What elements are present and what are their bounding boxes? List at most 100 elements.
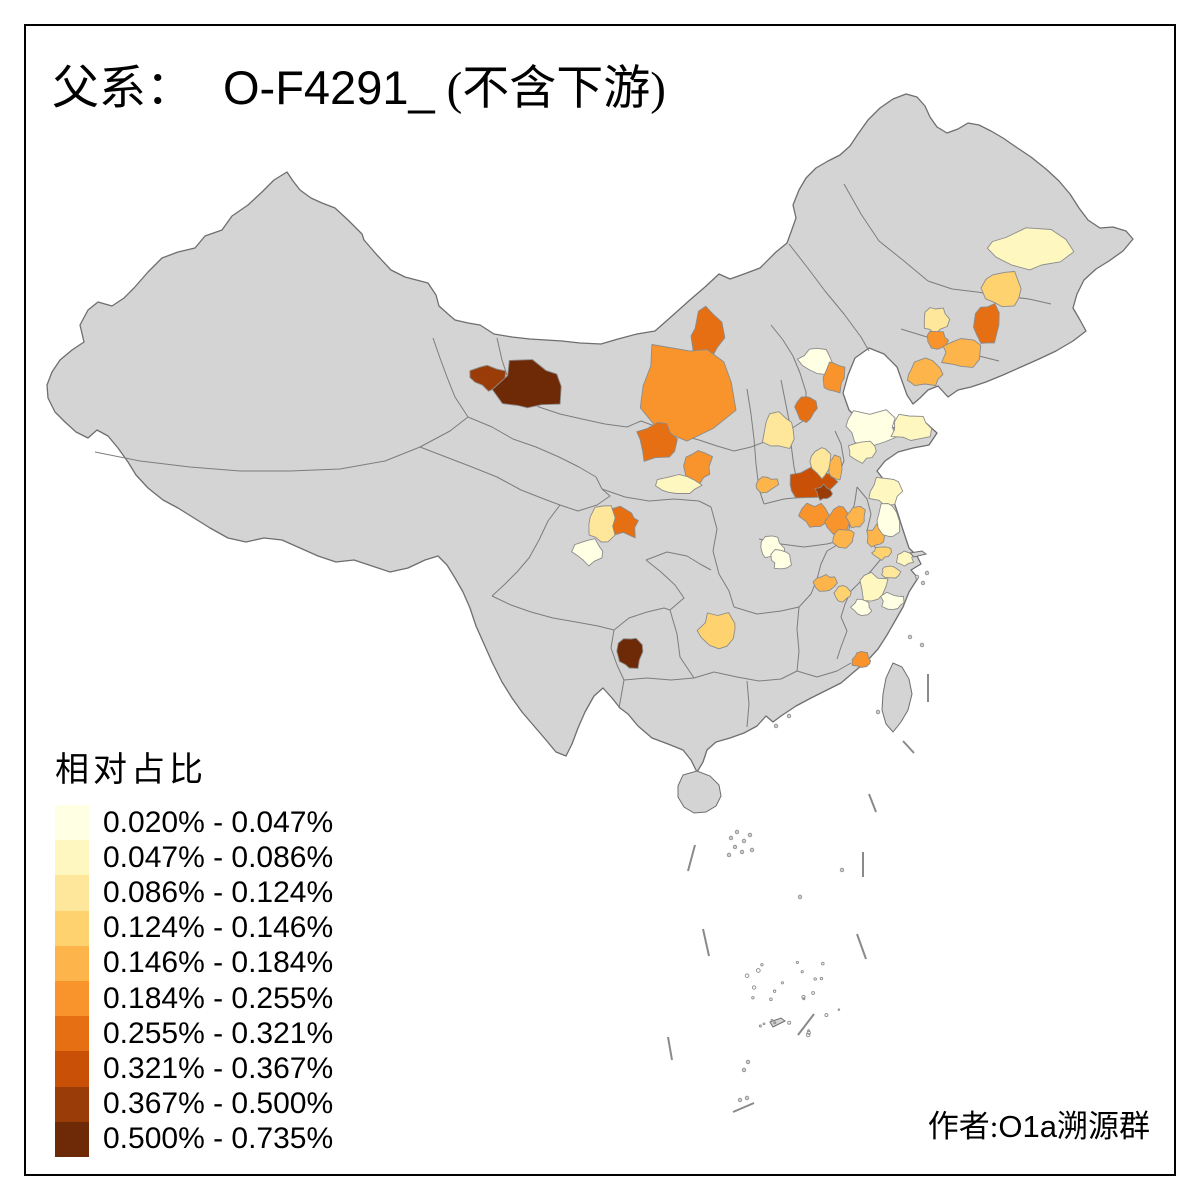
- islet: [919, 642, 925, 648]
- province-border: [798, 538, 848, 608]
- map-region: [833, 585, 852, 603]
- plot-title: 父系： O-F4291_ (不含下游): [52, 64, 666, 113]
- islet: [780, 981, 784, 985]
- legend: 相对占比 0.020% - 0.047% 0.047% - 0.086% 0.086…: [55, 742, 333, 1157]
- map-region: [871, 546, 893, 561]
- map-region: [907, 357, 944, 387]
- map-region: [986, 227, 1075, 271]
- legend-swatch: [55, 980, 89, 1017]
- legend-swatch: [55, 875, 89, 911]
- islet: [786, 713, 792, 719]
- nine-dash-segment: [868, 793, 877, 813]
- islet: [920, 580, 926, 586]
- legend-swatch: [55, 1016, 89, 1052]
- province-border: [491, 595, 615, 631]
- map-region: [881, 565, 902, 579]
- island-taiwan: [881, 662, 913, 733]
- islet: [732, 844, 738, 850]
- attribution-suffix: 溯源群: [1057, 1109, 1150, 1144]
- map-region: [491, 359, 562, 409]
- map-region: [876, 503, 901, 537]
- province-border: [645, 559, 685, 611]
- legend-swatch: [55, 805, 89, 841]
- nine-dash-segment: [687, 844, 696, 872]
- islet: [797, 894, 803, 900]
- legend-row: 0.500% - 0.735%: [55, 1121, 333, 1157]
- attribution-prefix: 作者:: [927, 1109, 999, 1144]
- map-region: [683, 450, 713, 485]
- legend-label: 0.124% - 0.146%: [103, 911, 334, 945]
- islet: [745, 1059, 751, 1065]
- map-region: [755, 476, 780, 494]
- islet: [795, 960, 799, 964]
- islet: [805, 1032, 811, 1038]
- map-region: [588, 505, 616, 543]
- legend-label: 0.020% - 0.047%: [103, 805, 334, 839]
- map-region: [973, 303, 1000, 344]
- islet: [787, 1020, 792, 1025]
- islet: [875, 709, 881, 715]
- islet: [744, 1095, 750, 1101]
- legend-rows: 0.020% - 0.047% 0.047% - 0.086% 0.086% - 0…: [55, 805, 333, 1157]
- legend-swatch: [55, 1121, 89, 1157]
- islet: [824, 1013, 829, 1018]
- islet: [821, 961, 825, 966]
- province-border: [610, 629, 625, 709]
- islet: [751, 985, 757, 990]
- islet: [755, 968, 761, 973]
- province-border: [94, 416, 469, 472]
- province-border: [746, 680, 750, 728]
- nine-dash-segment: [732, 1102, 755, 1113]
- islet: [737, 1097, 743, 1103]
- islet: [762, 1022, 766, 1026]
- map-region: [655, 474, 703, 494]
- legend-swatch: [55, 1086, 89, 1122]
- legend-row: 0.321% - 0.367%: [55, 1051, 333, 1087]
- islet: [751, 996, 755, 1000]
- map-region: [850, 598, 873, 617]
- map-region: [845, 505, 866, 529]
- legend-row: 0.086% - 0.124%: [55, 875, 333, 911]
- attribution: 作者:O1a溯源群: [928, 1101, 1150, 1146]
- title-prefix: 父系：: [52, 63, 193, 115]
- islet: [914, 574, 920, 580]
- islet: [769, 997, 773, 1001]
- province-border: [669, 609, 695, 679]
- map-region: [639, 344, 737, 442]
- island-chongming: [908, 550, 928, 558]
- islet: [726, 852, 732, 858]
- legend-row: 0.367% - 0.500%: [55, 1086, 333, 1122]
- islet: [819, 976, 824, 981]
- map-region: [822, 361, 846, 394]
- map-region: [616, 637, 644, 669]
- islet: [907, 634, 913, 640]
- islet: [734, 829, 740, 835]
- nine-dash-segment: [667, 1036, 673, 1061]
- legend-swatch: [55, 840, 89, 876]
- legend-row: 0.184% - 0.255%: [55, 980, 334, 1017]
- province-border: [613, 607, 671, 631]
- map-region: [812, 574, 838, 592]
- islet: [739, 849, 745, 855]
- islet: [741, 1067, 747, 1073]
- map-region: [890, 413, 933, 441]
- map-region: [868, 476, 904, 506]
- legend-swatch: [55, 945, 89, 981]
- province-border: [645, 551, 712, 571]
- islet: [772, 989, 777, 993]
- legend-label: 0.184% - 0.255%: [103, 981, 334, 1015]
- islet: [747, 832, 753, 838]
- islet: [802, 997, 806, 1001]
- legend-swatch: [55, 1051, 89, 1087]
- islet: [837, 1008, 841, 1011]
- islet: [813, 977, 817, 981]
- province-border: [559, 488, 611, 512]
- island-spratly_sliver: [769, 1017, 786, 1028]
- province-border: [601, 488, 712, 508]
- islet: [800, 970, 804, 974]
- province-border: [843, 183, 929, 282]
- map-region: [980, 271, 1022, 308]
- islet: [773, 1021, 777, 1025]
- legend-label: 0.255% - 0.321%: [103, 1016, 334, 1050]
